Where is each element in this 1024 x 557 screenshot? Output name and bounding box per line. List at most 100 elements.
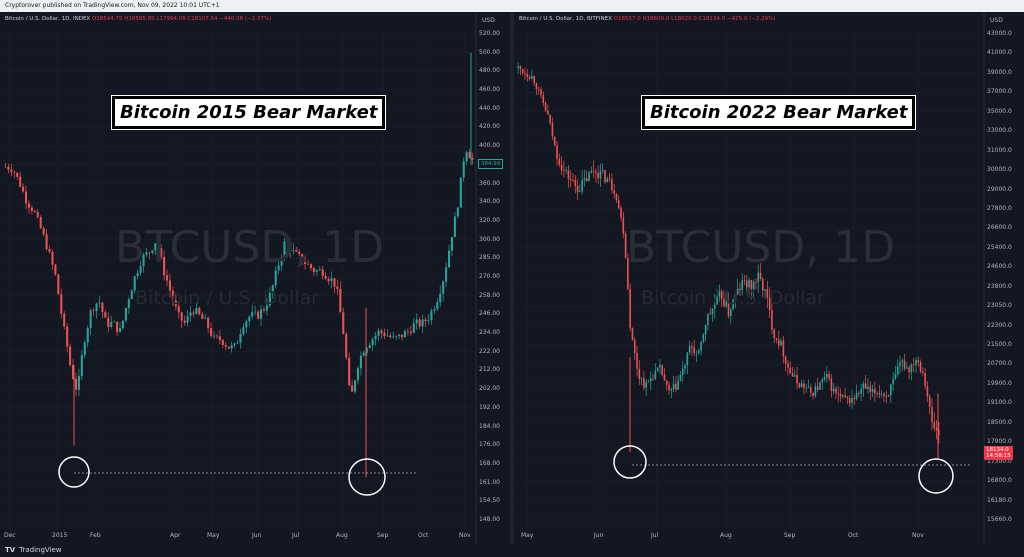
candle-body xyxy=(919,362,922,372)
candle-body xyxy=(39,217,42,229)
candle-body xyxy=(107,317,110,327)
candle-body xyxy=(528,76,531,79)
candle-body xyxy=(764,289,766,291)
candle-body xyxy=(51,251,54,265)
candle-body xyxy=(684,365,686,369)
candle-body xyxy=(218,336,221,341)
candle-body xyxy=(661,365,663,375)
candle-body xyxy=(19,176,22,187)
right-chart-panel[interactable]: BTCUSD, 1D Bitcoin / U.S. Dollar Bitcoin… xyxy=(514,12,1024,544)
candle-body xyxy=(912,364,915,366)
candle-body xyxy=(398,334,401,337)
left-currency: USD xyxy=(482,17,495,24)
candle-body xyxy=(773,329,776,339)
candle-body xyxy=(524,72,526,74)
candle-body xyxy=(585,178,588,182)
candle-body xyxy=(814,386,817,396)
candle-body xyxy=(826,374,828,378)
price-tick-label: 285.00 xyxy=(479,254,500,262)
candle-body xyxy=(590,170,593,173)
candle-body xyxy=(380,330,383,333)
left-chart-canvas[interactable] xyxy=(0,12,510,544)
price-tick-label: 258.00 xyxy=(479,291,500,299)
price-tick-label: 360.00 xyxy=(479,179,500,187)
candle-body xyxy=(787,363,789,368)
bottom-highlight-circle xyxy=(58,456,90,488)
candle-body xyxy=(693,347,696,354)
candle-body xyxy=(633,339,636,354)
left-chart-panel[interactable]: BTCUSD, 1D Bitcoin / U.S. Dollar Bitcoin… xyxy=(0,12,510,544)
candle-body xyxy=(389,335,392,338)
candle-body xyxy=(611,179,613,191)
candle-body xyxy=(677,380,679,390)
candle-body xyxy=(784,356,787,364)
price-tick-label: 23050.0 xyxy=(987,302,1012,310)
candle-body xyxy=(810,387,812,393)
candle-body xyxy=(901,360,904,363)
candle-body xyxy=(823,377,826,380)
time-tick-label: Nov xyxy=(459,532,471,539)
candle-body xyxy=(720,291,723,299)
candle-body xyxy=(702,334,705,342)
candle-body xyxy=(604,170,606,182)
candle-body xyxy=(292,250,295,252)
candle-body xyxy=(307,264,310,265)
candle-body xyxy=(27,203,30,208)
bottom-highlight-circle xyxy=(613,445,647,479)
candle-body xyxy=(629,288,631,328)
candle-body xyxy=(700,341,702,351)
candle-body xyxy=(553,136,556,146)
candle-body xyxy=(36,211,39,218)
candle-body xyxy=(579,191,581,193)
left-watermark-symbol: BTCUSD, 1D xyxy=(115,222,385,273)
candle-body xyxy=(883,394,885,397)
candle-body xyxy=(356,368,359,381)
candle-body xyxy=(597,172,599,179)
candle-body xyxy=(771,309,773,330)
candle-body xyxy=(807,387,810,389)
candle-body xyxy=(154,243,157,251)
right-last-price-tag: 18134.0 14:58:15 xyxy=(984,446,1013,460)
price-tick-label: 24600.0 xyxy=(987,263,1012,271)
candle-body xyxy=(448,250,451,268)
candle-body xyxy=(450,237,453,251)
candle-body xyxy=(392,336,395,338)
candle-body xyxy=(151,250,154,253)
candle-body xyxy=(707,313,709,325)
candle-body xyxy=(354,380,357,392)
candle-body xyxy=(750,280,753,289)
candle-body xyxy=(309,264,312,269)
candle-body xyxy=(803,383,805,389)
candle-body xyxy=(894,374,897,379)
candle-body xyxy=(324,275,327,279)
candle-body xyxy=(359,355,362,369)
candle-body xyxy=(362,352,365,356)
candle-body xyxy=(711,308,714,315)
price-tick-label: 15660.0 xyxy=(987,516,1012,523)
candle-body xyxy=(709,313,712,315)
candle-body xyxy=(844,395,846,398)
candle-body xyxy=(42,228,45,235)
candle-body xyxy=(595,171,597,173)
candle-body xyxy=(92,310,95,311)
tradingview-brand: TradingView xyxy=(19,546,62,554)
candle-body xyxy=(119,328,122,332)
time-tick-label: Feb xyxy=(90,532,101,539)
candle-body xyxy=(409,331,412,333)
candle-body xyxy=(915,359,917,366)
candle-body xyxy=(864,383,867,389)
candle-body xyxy=(286,241,289,243)
candle-body xyxy=(415,319,418,324)
candle-body xyxy=(113,321,116,323)
candle-body xyxy=(342,312,345,335)
candle-body xyxy=(139,266,142,273)
right-chart-canvas[interactable] xyxy=(514,12,1024,544)
candle-body xyxy=(727,301,730,316)
candle-body xyxy=(283,241,286,258)
candle-body xyxy=(121,320,124,329)
candle-body xyxy=(251,312,254,317)
price-tick-label: 222.00 xyxy=(479,347,500,355)
candle-body xyxy=(333,278,336,287)
candle-body xyxy=(221,340,224,345)
candle-body xyxy=(791,373,794,377)
